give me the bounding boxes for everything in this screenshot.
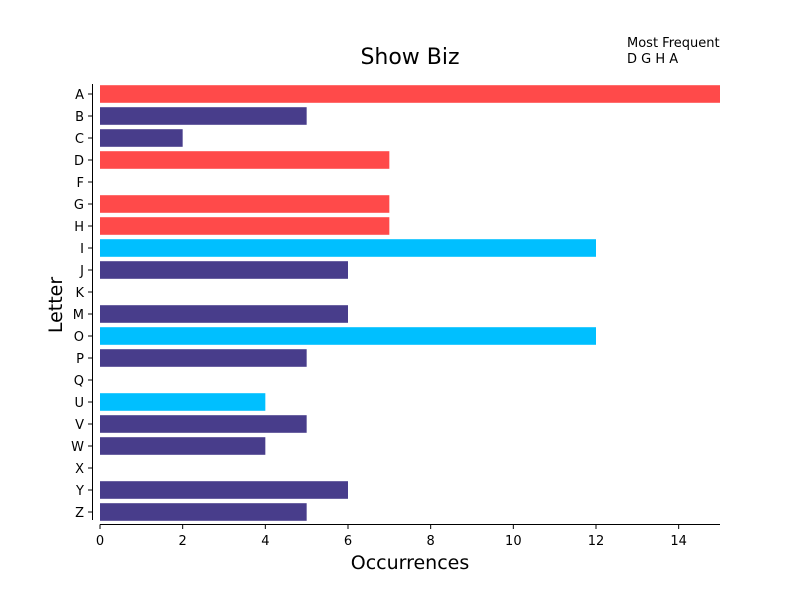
bar-w	[100, 437, 266, 455]
y-tick-label: G	[74, 198, 84, 213]
most-frequent-letters: D G H A	[627, 52, 678, 67]
x-tick-label: 2	[179, 534, 187, 549]
x-tick-label: 12	[588, 534, 605, 549]
bar-d	[100, 151, 390, 169]
x-axis-label: Occurrences	[351, 552, 470, 574]
y-tick-label: O	[74, 330, 84, 345]
y-tick-label: P	[76, 352, 84, 367]
most-frequent-heading: Most Frequent	[627, 36, 720, 51]
y-tick-label: Z	[75, 506, 84, 521]
bar-p	[100, 349, 307, 367]
y-tick-label: C	[75, 132, 84, 147]
bar-m	[100, 305, 348, 323]
bar-z	[100, 503, 307, 521]
y-tick-label: V	[75, 418, 84, 433]
y-tick-label: H	[74, 220, 84, 235]
y-tick-label: K	[75, 286, 84, 301]
y-axis-label: Letter	[45, 277, 67, 334]
bar-o	[100, 327, 596, 345]
bar-y	[100, 481, 348, 499]
bar-j	[100, 261, 348, 279]
x-tick-label: 8	[427, 534, 435, 549]
y-tick-label: J	[79, 264, 84, 279]
x-tick-label: 4	[261, 534, 269, 549]
bar-b	[100, 107, 307, 125]
x-axis-ticks: 0 2 4 6 8 10 12 14	[96, 524, 687, 549]
bar-h	[100, 217, 390, 235]
bar-g	[100, 195, 390, 213]
bar-i	[100, 239, 596, 257]
chart-title: Show Biz	[360, 45, 459, 70]
y-tick-label: B	[75, 110, 84, 125]
y-tick-label: M	[73, 308, 84, 323]
y-tick-label: F	[77, 176, 84, 191]
x-tick-label: 6	[344, 534, 352, 549]
x-tick-label: 10	[505, 534, 522, 549]
bars-group	[100, 85, 720, 521]
y-tick-label: D	[74, 154, 84, 169]
x-tick-label: 0	[96, 534, 104, 549]
y-tick-label: Q	[74, 374, 84, 389]
bar-a	[100, 85, 720, 103]
bar-c	[100, 129, 183, 147]
bar-u	[100, 393, 266, 411]
y-tick-label: W	[71, 440, 84, 455]
y-tick-label: Y	[75, 484, 84, 499]
y-tick-label: U	[74, 396, 84, 411]
x-tick-label: 14	[670, 534, 687, 549]
y-tick-label: X	[75, 462, 84, 477]
y-tick-label: I	[80, 242, 84, 257]
y-tick-label: A	[75, 88, 84, 103]
bar-v	[100, 415, 307, 433]
